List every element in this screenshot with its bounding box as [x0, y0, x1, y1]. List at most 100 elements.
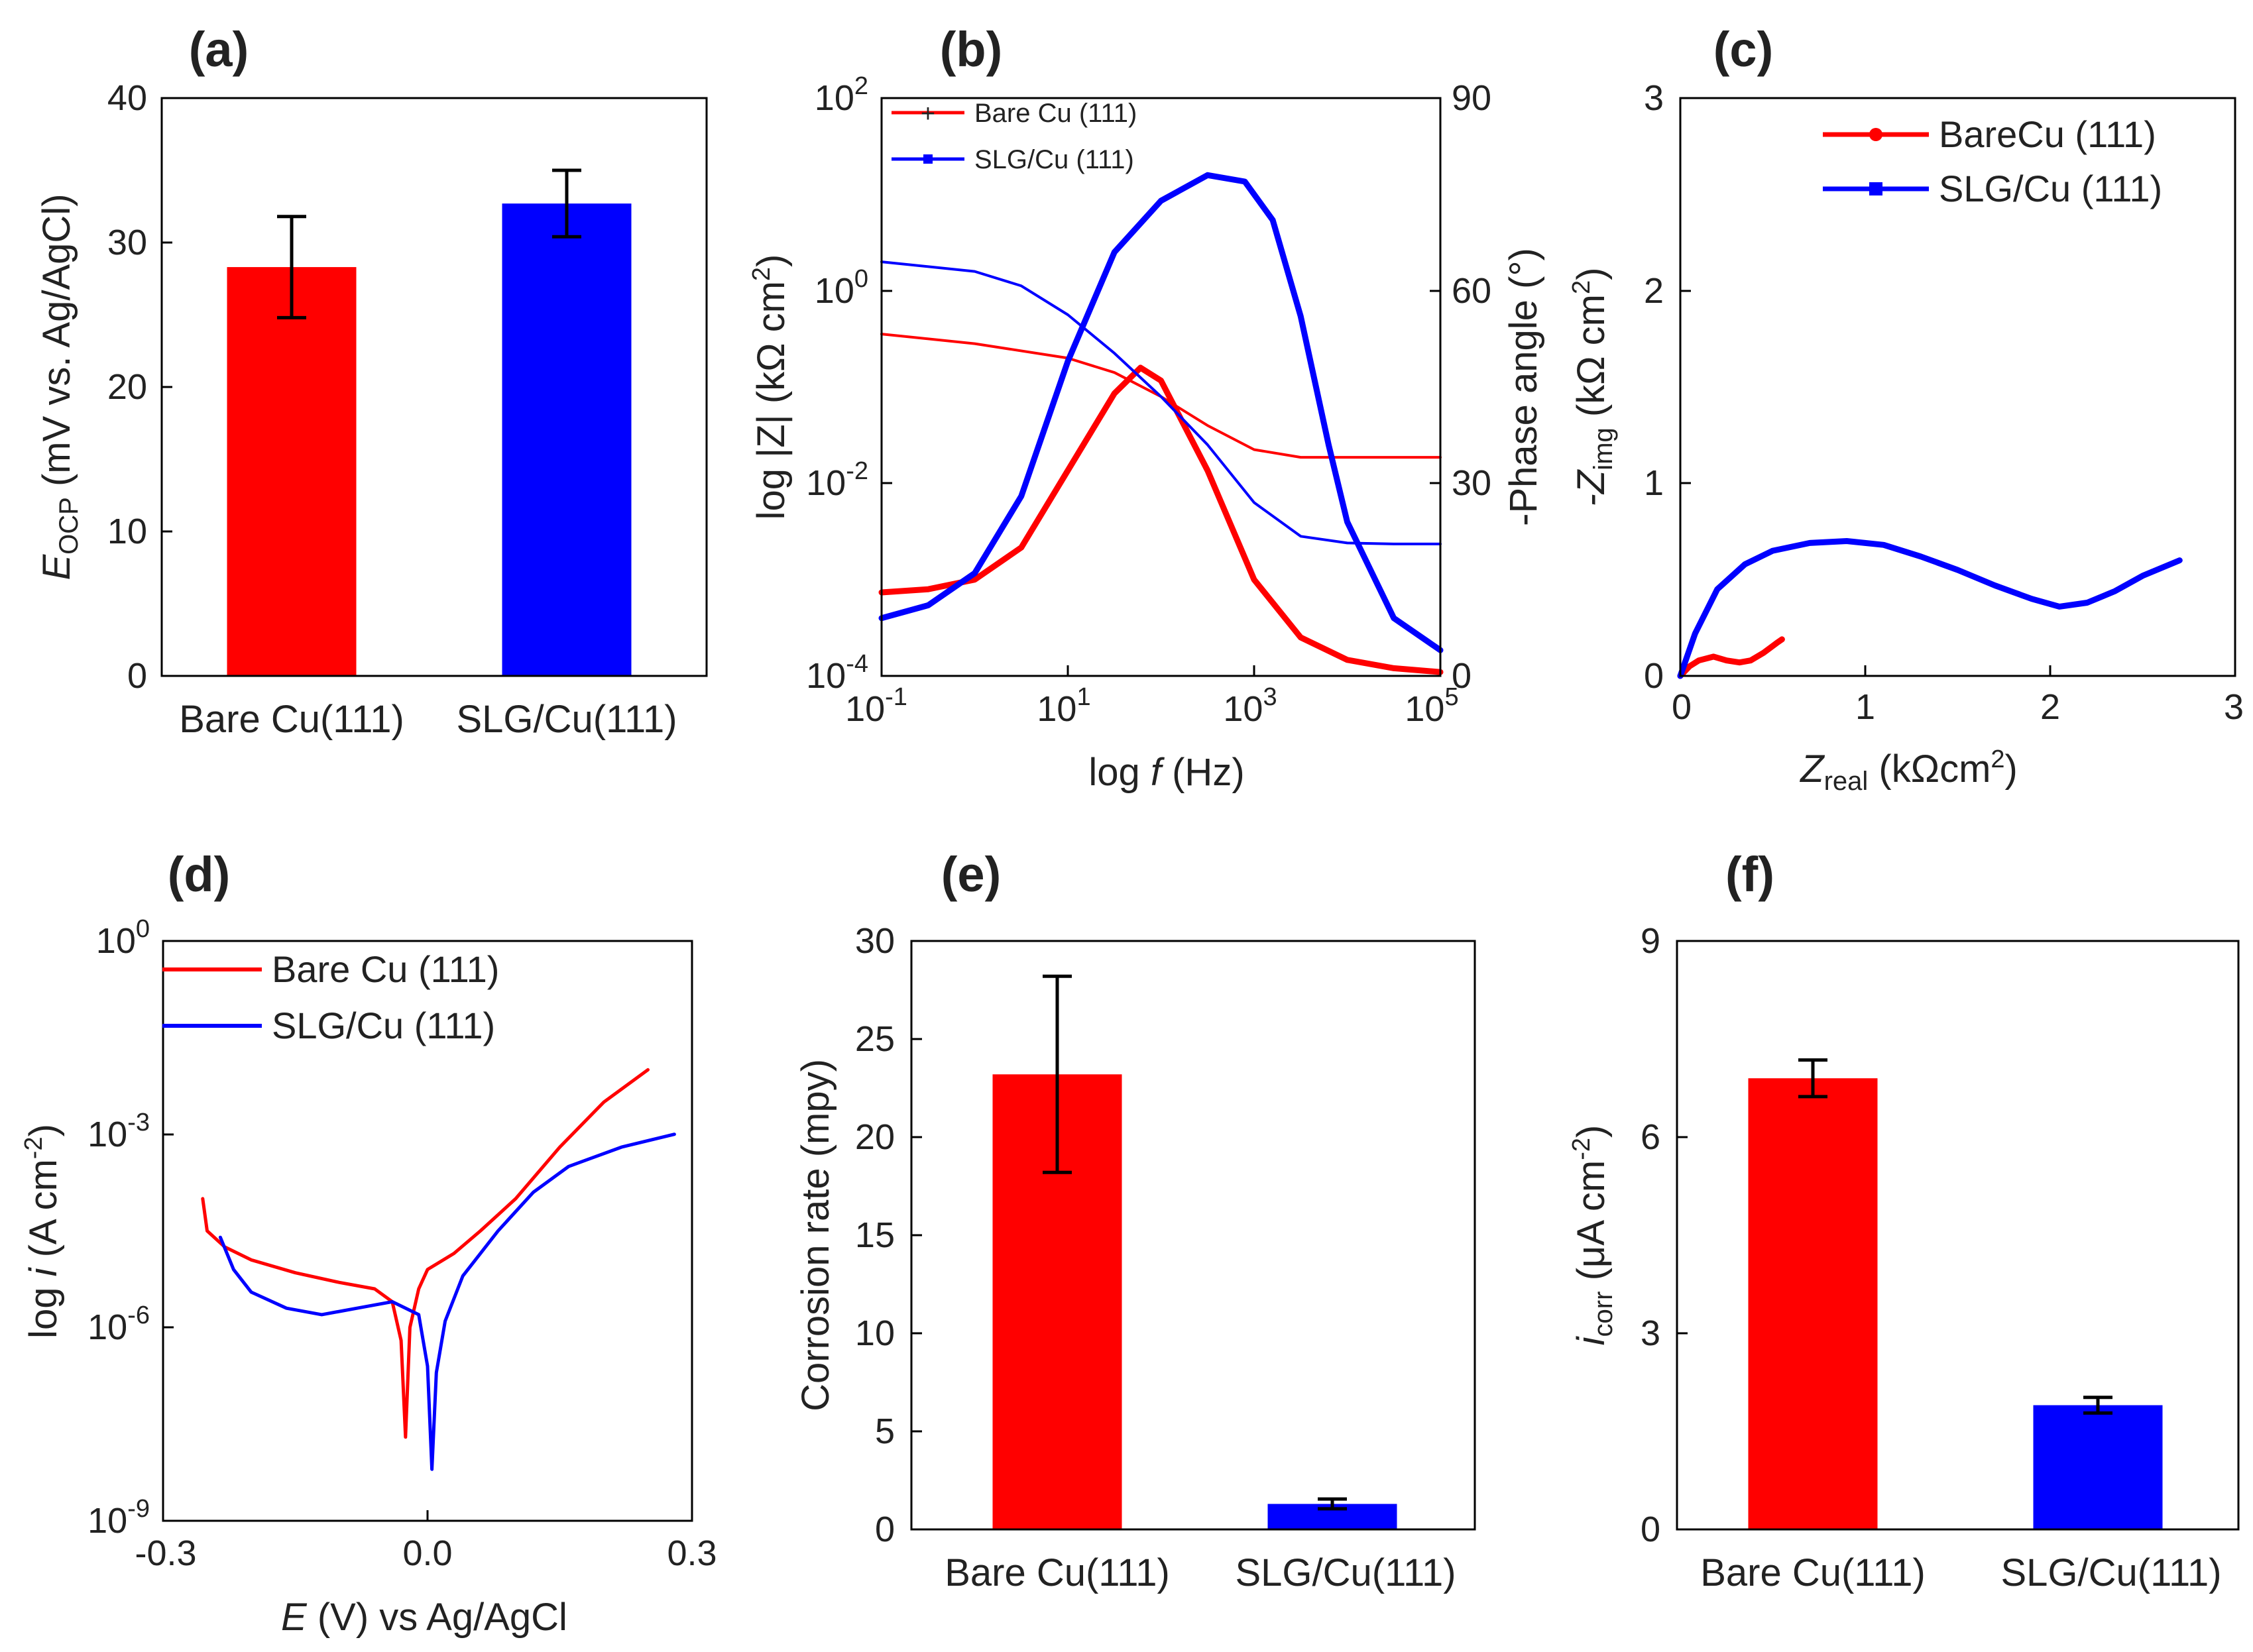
x-tick-label-c: 1	[1855, 687, 1875, 727]
y-tick-label-e: 30	[855, 921, 895, 961]
lines-b	[878, 172, 1444, 675]
series-line	[201, 1068, 650, 1439]
lines-d	[201, 1068, 676, 1471]
series-line	[880, 333, 1442, 459]
panel-a: (a) 0 10 20 30 40 Bare Cu(111) SLG/Cu(11…	[35, 22, 708, 741]
y-axis-label-f: icorr (μA cm-2)	[1568, 1125, 1618, 1346]
y-right-ticks-b: 0 30 60 90	[1430, 78, 1491, 696]
error-bar	[1043, 974, 1072, 1174]
lines-c	[1677, 538, 2183, 679]
x-tick-label-c: 0	[1672, 687, 1692, 727]
panel-label-b: (b)	[940, 22, 1003, 77]
y-ticks-d: 10-9 10-6 10-3 100	[87, 915, 174, 1541]
panel-d: (d) -0.3 0.0 0.3 10-9 10-6 10-3 100 E (V…	[20, 847, 717, 1639]
y-tick-label-c: 1	[1644, 463, 1664, 503]
y-left-ticks-b: 10-4 10-2 100 102	[806, 72, 892, 696]
y-right-tick-label-b: 90	[1452, 78, 1491, 118]
legend-marker-red: +	[921, 100, 935, 128]
x-tick-label-b: 103	[1223, 683, 1277, 729]
x-ticks-d: -0.3 0.0 0.3	[135, 1510, 717, 1573]
x-ticks-c: 0 1 2 3	[1672, 665, 2244, 727]
x-tick-label-c: 3	[2224, 687, 2244, 727]
series-line	[880, 260, 1442, 545]
bars-a	[227, 168, 632, 676]
legend-label-slg-d: SLG/Cu (111)	[272, 1005, 495, 1046]
y-tick-label-b: 10-2	[806, 457, 868, 503]
y-right-tick-label-b: 60	[1452, 271, 1491, 311]
legend-label-slg: SLG/Cu (111)	[974, 145, 1134, 174]
error-bar	[1798, 1058, 1827, 1099]
x-tick-label-a: SLG/Cu(111)	[456, 698, 677, 741]
y-tick-label-e: 25	[855, 1019, 895, 1059]
y-tick-label-b: 100	[815, 265, 868, 311]
x-tick-label-f: Bare Cu(111)	[1700, 1551, 1926, 1594]
legend-label-slg-c: SLG/Cu (111)	[1939, 168, 2162, 209]
x-tick-label-b: 101	[1037, 683, 1090, 729]
bar-slg	[2033, 1405, 2163, 1529]
legend-marker-red-c	[1869, 128, 1882, 141]
x-tick-label-c: 2	[2040, 687, 2060, 727]
x-ticks-b: 10-1 101 103 105	[845, 665, 1459, 729]
axes-frame-b	[880, 97, 1442, 677]
y-ticks-f: 0 3 6 9	[1641, 921, 1688, 1549]
x-tick-label-e: SLG/Cu(111)	[1235, 1551, 1456, 1594]
error-bar	[552, 168, 581, 239]
axes-frame-c	[1679, 97, 2236, 677]
y-tick-label-c: 0	[1644, 656, 1664, 696]
x-axis-label-c: Zreal (kΩcm2)	[1799, 745, 2018, 796]
bar-slg	[502, 203, 632, 676]
panel-c: (c) 0 1 2 3 0 1 2 3 Zreal (kΩcm2) -Zimg …	[1568, 22, 2244, 796]
legend-c: BareCu (111) SLG/Cu (111)	[1823, 113, 2162, 209]
x-tick-label-f: SLG/Cu(111)	[2000, 1551, 2221, 1594]
y-tick-label-f: 9	[1641, 921, 1660, 961]
legend-marker-blue	[923, 154, 933, 164]
y-right-tick-label-b: 0	[1452, 656, 1472, 696]
legend-marker-blue-c	[1869, 182, 1882, 195]
x-tick-label-e: Bare Cu(111)	[945, 1551, 1170, 1594]
panel-label-f: (f)	[1725, 847, 1774, 902]
axes-frame-f	[1676, 940, 2240, 1531]
y-tick-label-c: 2	[1644, 271, 1664, 311]
legend-d: Bare Cu (111) SLG/Cu (111)	[162, 948, 499, 1046]
y-axis-label-a: EOCP (mV vs. Ag/AgCl)	[35, 193, 84, 580]
y-tick-label-a: 20	[107, 367, 147, 407]
panel-b: (b) 10-1 101 103 105 10-4 10-2 100 102	[748, 22, 1545, 794]
y-tick-label-a: 0	[127, 656, 147, 696]
error-bar	[2083, 1396, 2112, 1415]
error-bar	[277, 215, 306, 319]
bar-bare	[227, 267, 357, 676]
x-tick-label-b: 105	[1405, 683, 1458, 729]
y-right-axis-label-b: -Phase angle (°)	[1502, 248, 1545, 526]
y-axis-label-d: log i (A cm-2)	[20, 1124, 65, 1339]
y-tick-label-e: 5	[875, 1411, 895, 1451]
error-bar	[1318, 1497, 1347, 1511]
panel-label-a: (a)	[189, 22, 249, 77]
legend-label-bare: Bare Cu (111)	[974, 99, 1137, 128]
series-line	[878, 172, 1444, 653]
y-tick-label-d: 100	[96, 915, 150, 961]
y-tick-label-a: 10	[107, 512, 147, 551]
y-axis-label-c: -Zimg (kΩ cm2)	[1568, 268, 1618, 507]
series-line	[878, 364, 1444, 675]
y-tick-label-b: 10-4	[806, 650, 868, 696]
y-tick-label-e: 20	[855, 1117, 895, 1157]
panel-e: (e) 0 5 10 15 20 25 30 Bare Cu(111) SLG/…	[794, 847, 1476, 1594]
y-ticks-c: 0 1 2 3	[1644, 78, 1691, 696]
legend-label-bare-d: Bare Cu (111)	[272, 948, 499, 990]
y-ticks-e: 0 5 10 15 20 25 30	[855, 921, 922, 1549]
y-axis-label-e: Corrosion rate (mpy)	[794, 1059, 837, 1411]
legend-label-bare-c: BareCu (111)	[1939, 113, 2156, 155]
y-ticks-a: 0 10 20 30 40	[107, 78, 172, 696]
legend-b: + Bare Cu (111) SLG/Cu (111)	[892, 99, 1137, 174]
x-axis-label-d: E (V) vs Ag/AgCl	[281, 1596, 567, 1639]
series-line	[218, 1132, 676, 1471]
y-tick-label-a: 40	[107, 78, 147, 118]
x-tick-label-d: 0.0	[402, 1533, 452, 1573]
y-tick-label-f: 0	[1641, 1510, 1660, 1549]
panel-label-e: (e)	[941, 847, 1001, 902]
x-tick-label-d: -0.3	[135, 1533, 196, 1573]
y-right-tick-label-b: 30	[1452, 463, 1491, 503]
y-left-axis-label-b: log |Z| (kΩ cm2)	[748, 254, 793, 520]
x-tick-label-b: 10-1	[845, 683, 907, 729]
series-line	[1677, 538, 2183, 679]
